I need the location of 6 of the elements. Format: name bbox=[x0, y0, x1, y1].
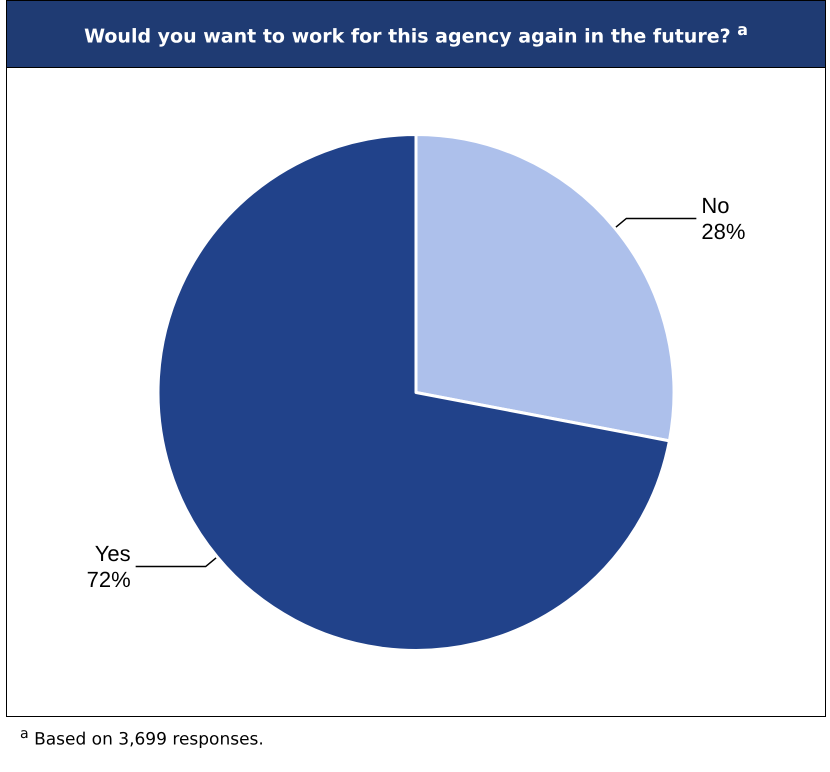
data-label: 72% bbox=[86, 567, 131, 592]
chart-title: Would you want to work for this agency again in the future? $^{a}$ bbox=[84, 20, 748, 48]
data-label: 28% bbox=[701, 218, 746, 244]
text: $^{a}$ Based on 3,699 responses. bbox=[20, 726, 264, 750]
slice-label: Yes bbox=[94, 541, 131, 566]
slice-label: No bbox=[701, 192, 730, 218]
